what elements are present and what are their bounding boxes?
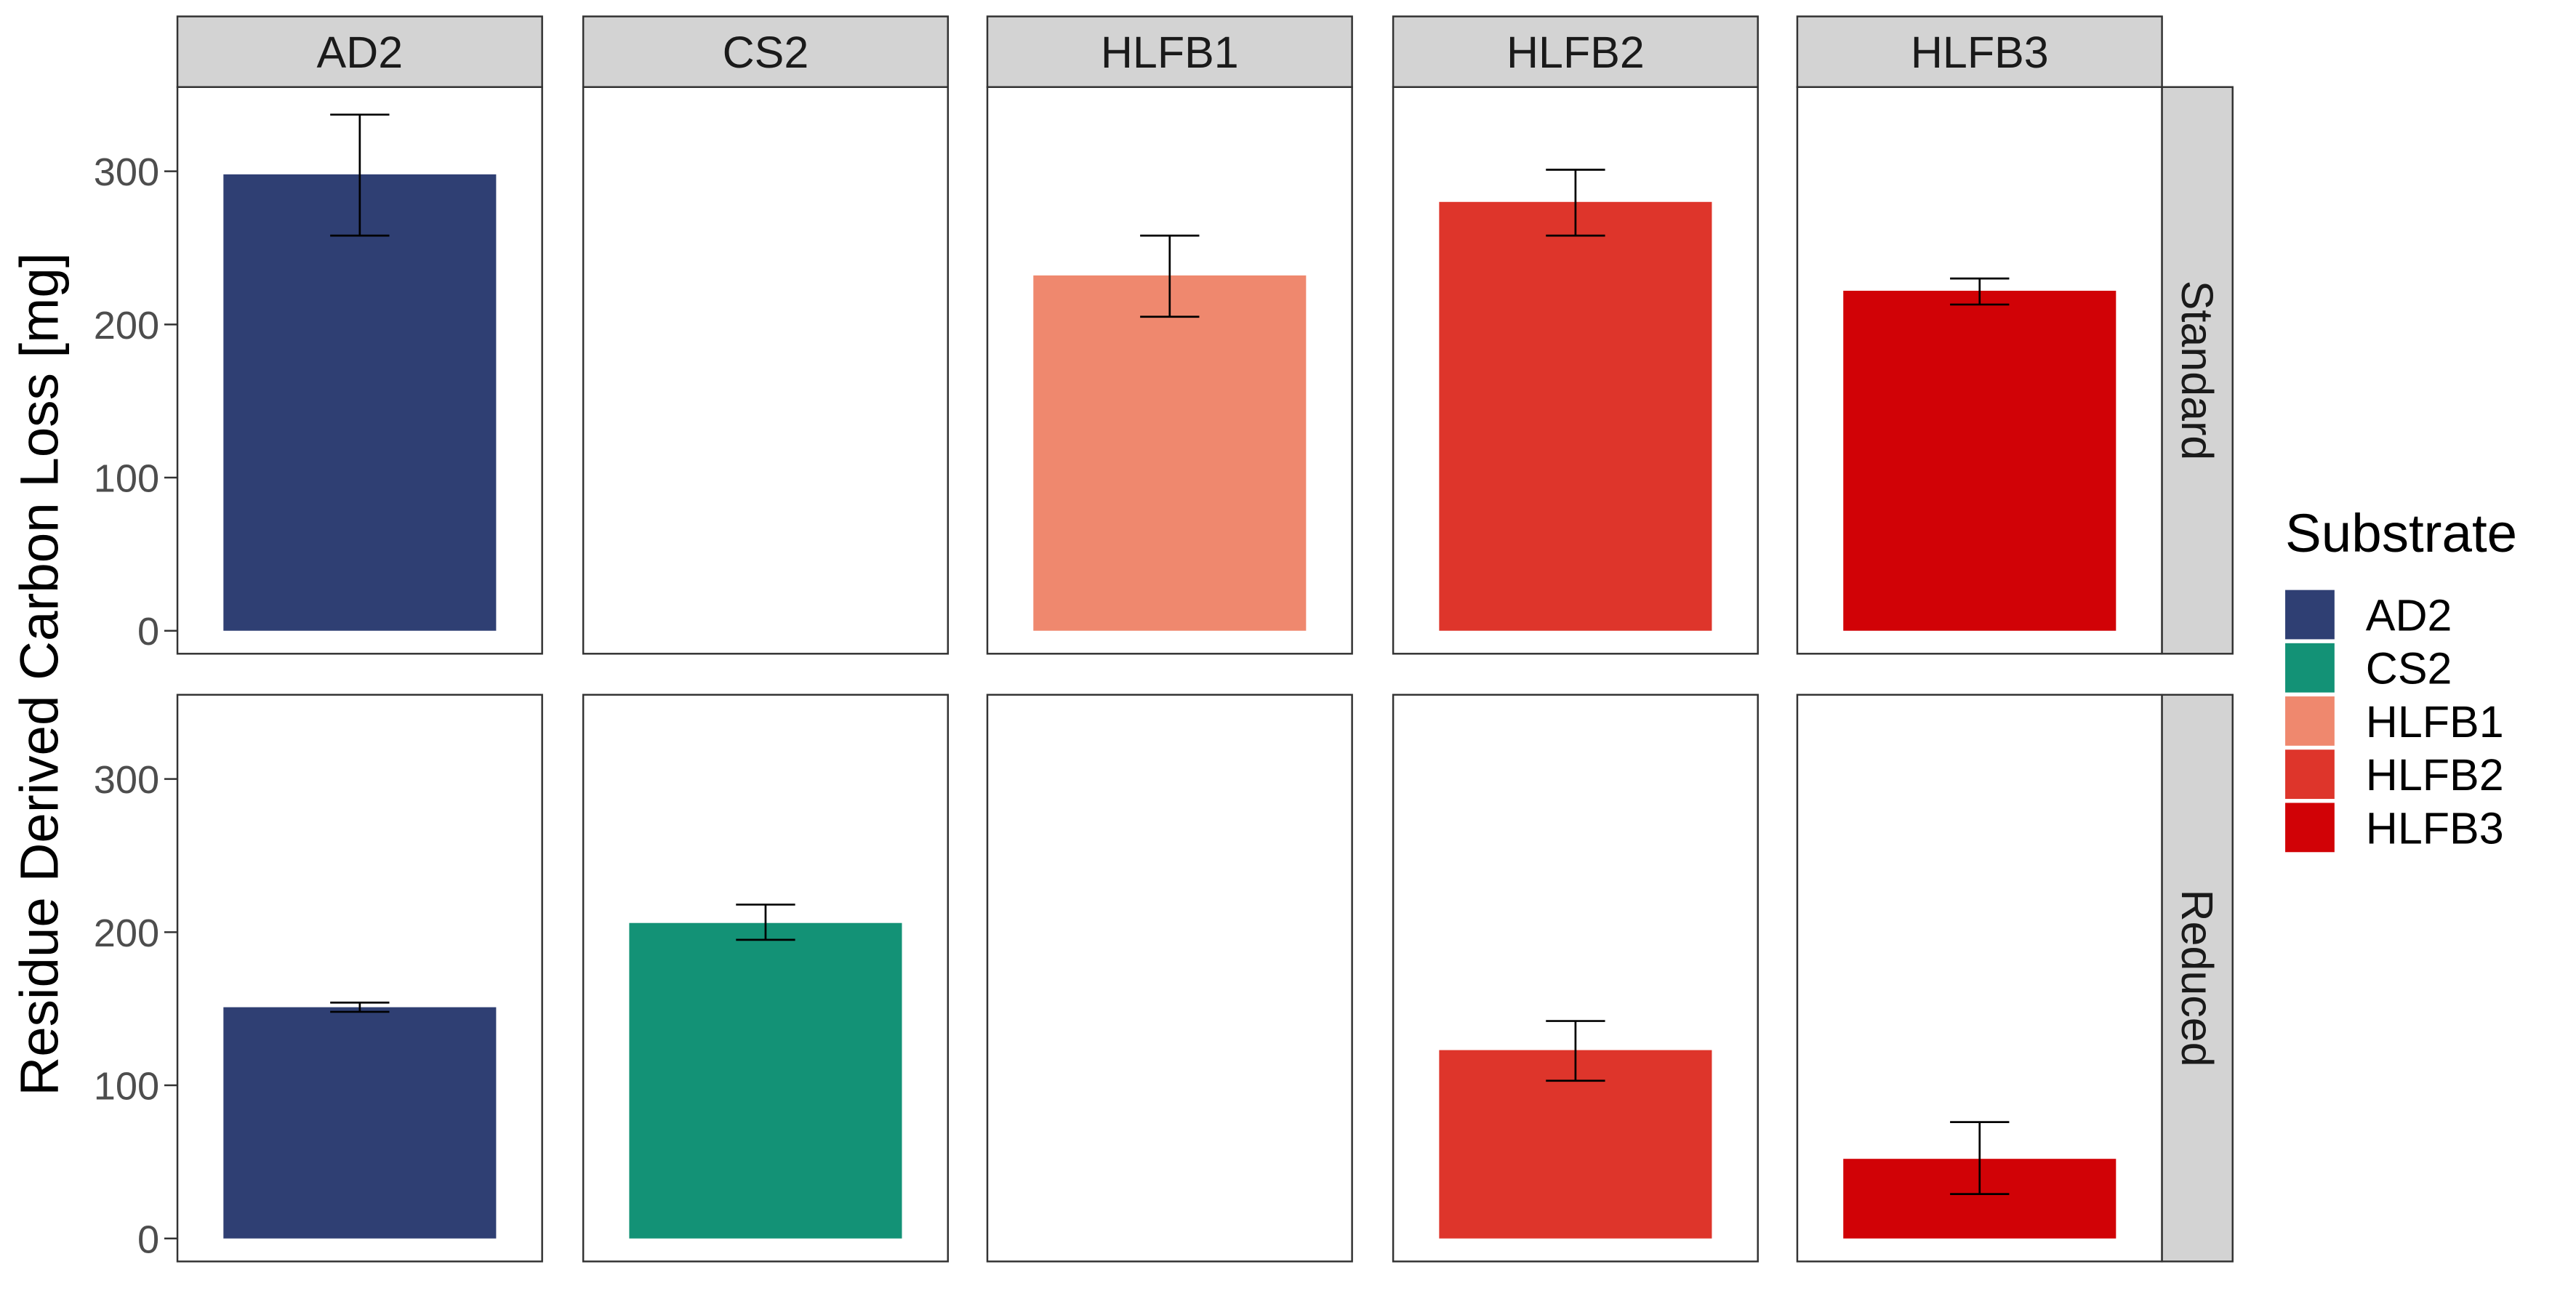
bar-standard-ad2 bbox=[223, 174, 497, 631]
error-bar-standard-hlfb2 bbox=[1546, 169, 1605, 237]
legend-label-cs2: CS2 bbox=[2366, 644, 2452, 693]
error-bar-standard-hlfb1 bbox=[1140, 234, 1200, 318]
strip-bg-cs2 bbox=[582, 15, 950, 88]
bar-standard-hlfb3 bbox=[1843, 290, 2116, 631]
bar-reduced-cs2 bbox=[629, 922, 902, 1239]
legend-label-ad2: AD2 bbox=[2366, 590, 2452, 640]
legend-key-ad2 bbox=[2285, 590, 2335, 640]
legend-key-cs2 bbox=[2285, 643, 2335, 693]
error-bar-reduced-cs2 bbox=[736, 904, 795, 941]
error-bar-reduced-hlfb3 bbox=[1950, 1121, 2010, 1195]
panel-reduced-hlfb1 bbox=[986, 693, 1353, 1263]
strip-label-hlfb1: HLFB1 bbox=[1101, 28, 1239, 77]
row-strip-label-standard: Standard bbox=[2172, 281, 2222, 461]
strip-label-cs2: CS2 bbox=[723, 28, 809, 77]
y-tick-label-reduced-200: 200 bbox=[94, 912, 159, 955]
strip-label-hlfb2: HLFB2 bbox=[1506, 28, 1645, 77]
legend-key-hlfb3 bbox=[2285, 803, 2335, 853]
error-bar-reduced-ad2 bbox=[330, 1001, 390, 1013]
error-bar-standard-ad2 bbox=[330, 113, 390, 237]
row-strip-bg-standard bbox=[2161, 86, 2234, 655]
error-bar-reduced-hlfb2 bbox=[1546, 1020, 1605, 1082]
row-strip-bg-reduced bbox=[2161, 693, 2234, 1263]
strip-bg-hlfb1 bbox=[986, 15, 1353, 88]
strip-label-hlfb3: HLFB3 bbox=[1911, 28, 2049, 77]
strip-label-ad2: AD2 bbox=[317, 28, 404, 77]
y-tick-label-standard-0: 0 bbox=[137, 610, 159, 653]
y-tick-label-reduced-300: 300 bbox=[94, 758, 159, 802]
legend-label-hlfb1: HLFB1 bbox=[2366, 697, 2504, 747]
legend-title: Substrate bbox=[2285, 503, 2517, 563]
bar-standard-hlfb1 bbox=[1033, 275, 1307, 631]
bar-standard-hlfb2 bbox=[1439, 201, 1712, 631]
y-tick-label-reduced-0: 0 bbox=[137, 1218, 159, 1261]
y-tick-label-reduced-100: 100 bbox=[94, 1065, 159, 1109]
strip-bg-hlfb2 bbox=[1392, 15, 1759, 88]
y-tick-label-standard-200: 200 bbox=[94, 304, 159, 347]
bar-reduced-ad2 bbox=[223, 1007, 497, 1239]
y-tick-label-standard-100: 100 bbox=[94, 457, 159, 501]
y-tick-label-standard-300: 300 bbox=[94, 150, 159, 194]
error-bar-standard-hlfb3 bbox=[1950, 277, 2010, 306]
strip-bg-ad2 bbox=[176, 15, 543, 88]
panel-standard-cs2 bbox=[582, 86, 950, 655]
row-strip-label-reduced: Reduced bbox=[2172, 889, 2222, 1066]
y-axis-title: Residue Derived Carbon Loss [mg] bbox=[9, 252, 70, 1095]
legend-key-hlfb1 bbox=[2285, 696, 2335, 746]
legend-key-hlfb2 bbox=[2285, 749, 2335, 800]
legend-label-hlfb3: HLFB3 bbox=[2366, 803, 2504, 853]
legend-label-hlfb2: HLFB2 bbox=[2366, 750, 2504, 800]
